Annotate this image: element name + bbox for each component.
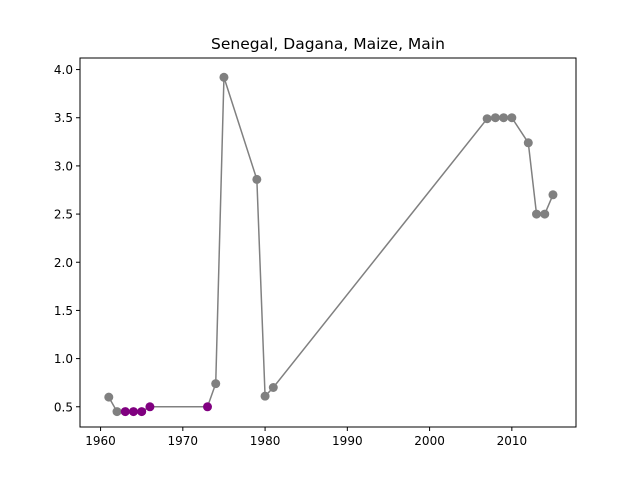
x-tick-label: 2000 xyxy=(414,434,445,448)
y-tick-label: 4.0 xyxy=(54,63,73,77)
x-tick-label: 1960 xyxy=(85,434,116,448)
y-tick-label: 1.5 xyxy=(54,304,73,318)
chart-title: Senegal, Dagana, Maize, Main xyxy=(211,35,445,53)
data-point xyxy=(145,402,155,412)
y-tick-label: 0.5 xyxy=(54,400,73,414)
y-tick-label: 3.0 xyxy=(54,159,73,173)
y-tick-label: 3.5 xyxy=(54,111,73,125)
data-point xyxy=(548,190,558,200)
data-point xyxy=(482,114,492,124)
x-tick-label: 1970 xyxy=(168,434,199,448)
data-point xyxy=(507,113,517,123)
data-point xyxy=(540,209,550,219)
data-point xyxy=(490,113,500,123)
data-point xyxy=(203,402,212,412)
y-tick-label: 2.5 xyxy=(54,208,73,222)
data-point xyxy=(499,113,509,123)
y-tick-label: 1.0 xyxy=(54,352,73,366)
data-point xyxy=(104,392,114,402)
data-point xyxy=(128,407,138,417)
data-point xyxy=(137,407,147,417)
y-tick-label: 2.0 xyxy=(54,256,73,270)
data-point xyxy=(120,407,130,417)
data-point xyxy=(268,383,278,392)
series-layer xyxy=(104,72,558,417)
x-tick-label: 1990 xyxy=(332,434,363,448)
data-point xyxy=(211,379,221,389)
data-point xyxy=(260,391,270,401)
data-point xyxy=(532,209,542,219)
x-tick-label: 2010 xyxy=(497,434,528,448)
y-axis: 0.5 1.0 1.5 2.0 2.5 3.0 3.5 4.0 xyxy=(54,63,80,414)
plot-frame xyxy=(79,57,577,428)
data-point xyxy=(112,407,122,417)
x-axis: 1960 1970 1980 1990 2000 2010 xyxy=(85,427,527,448)
data-point xyxy=(252,174,262,184)
plot-area xyxy=(80,58,576,427)
x-tick-label: 1980 xyxy=(250,434,281,448)
data-point xyxy=(523,138,533,148)
data-point xyxy=(219,72,229,82)
